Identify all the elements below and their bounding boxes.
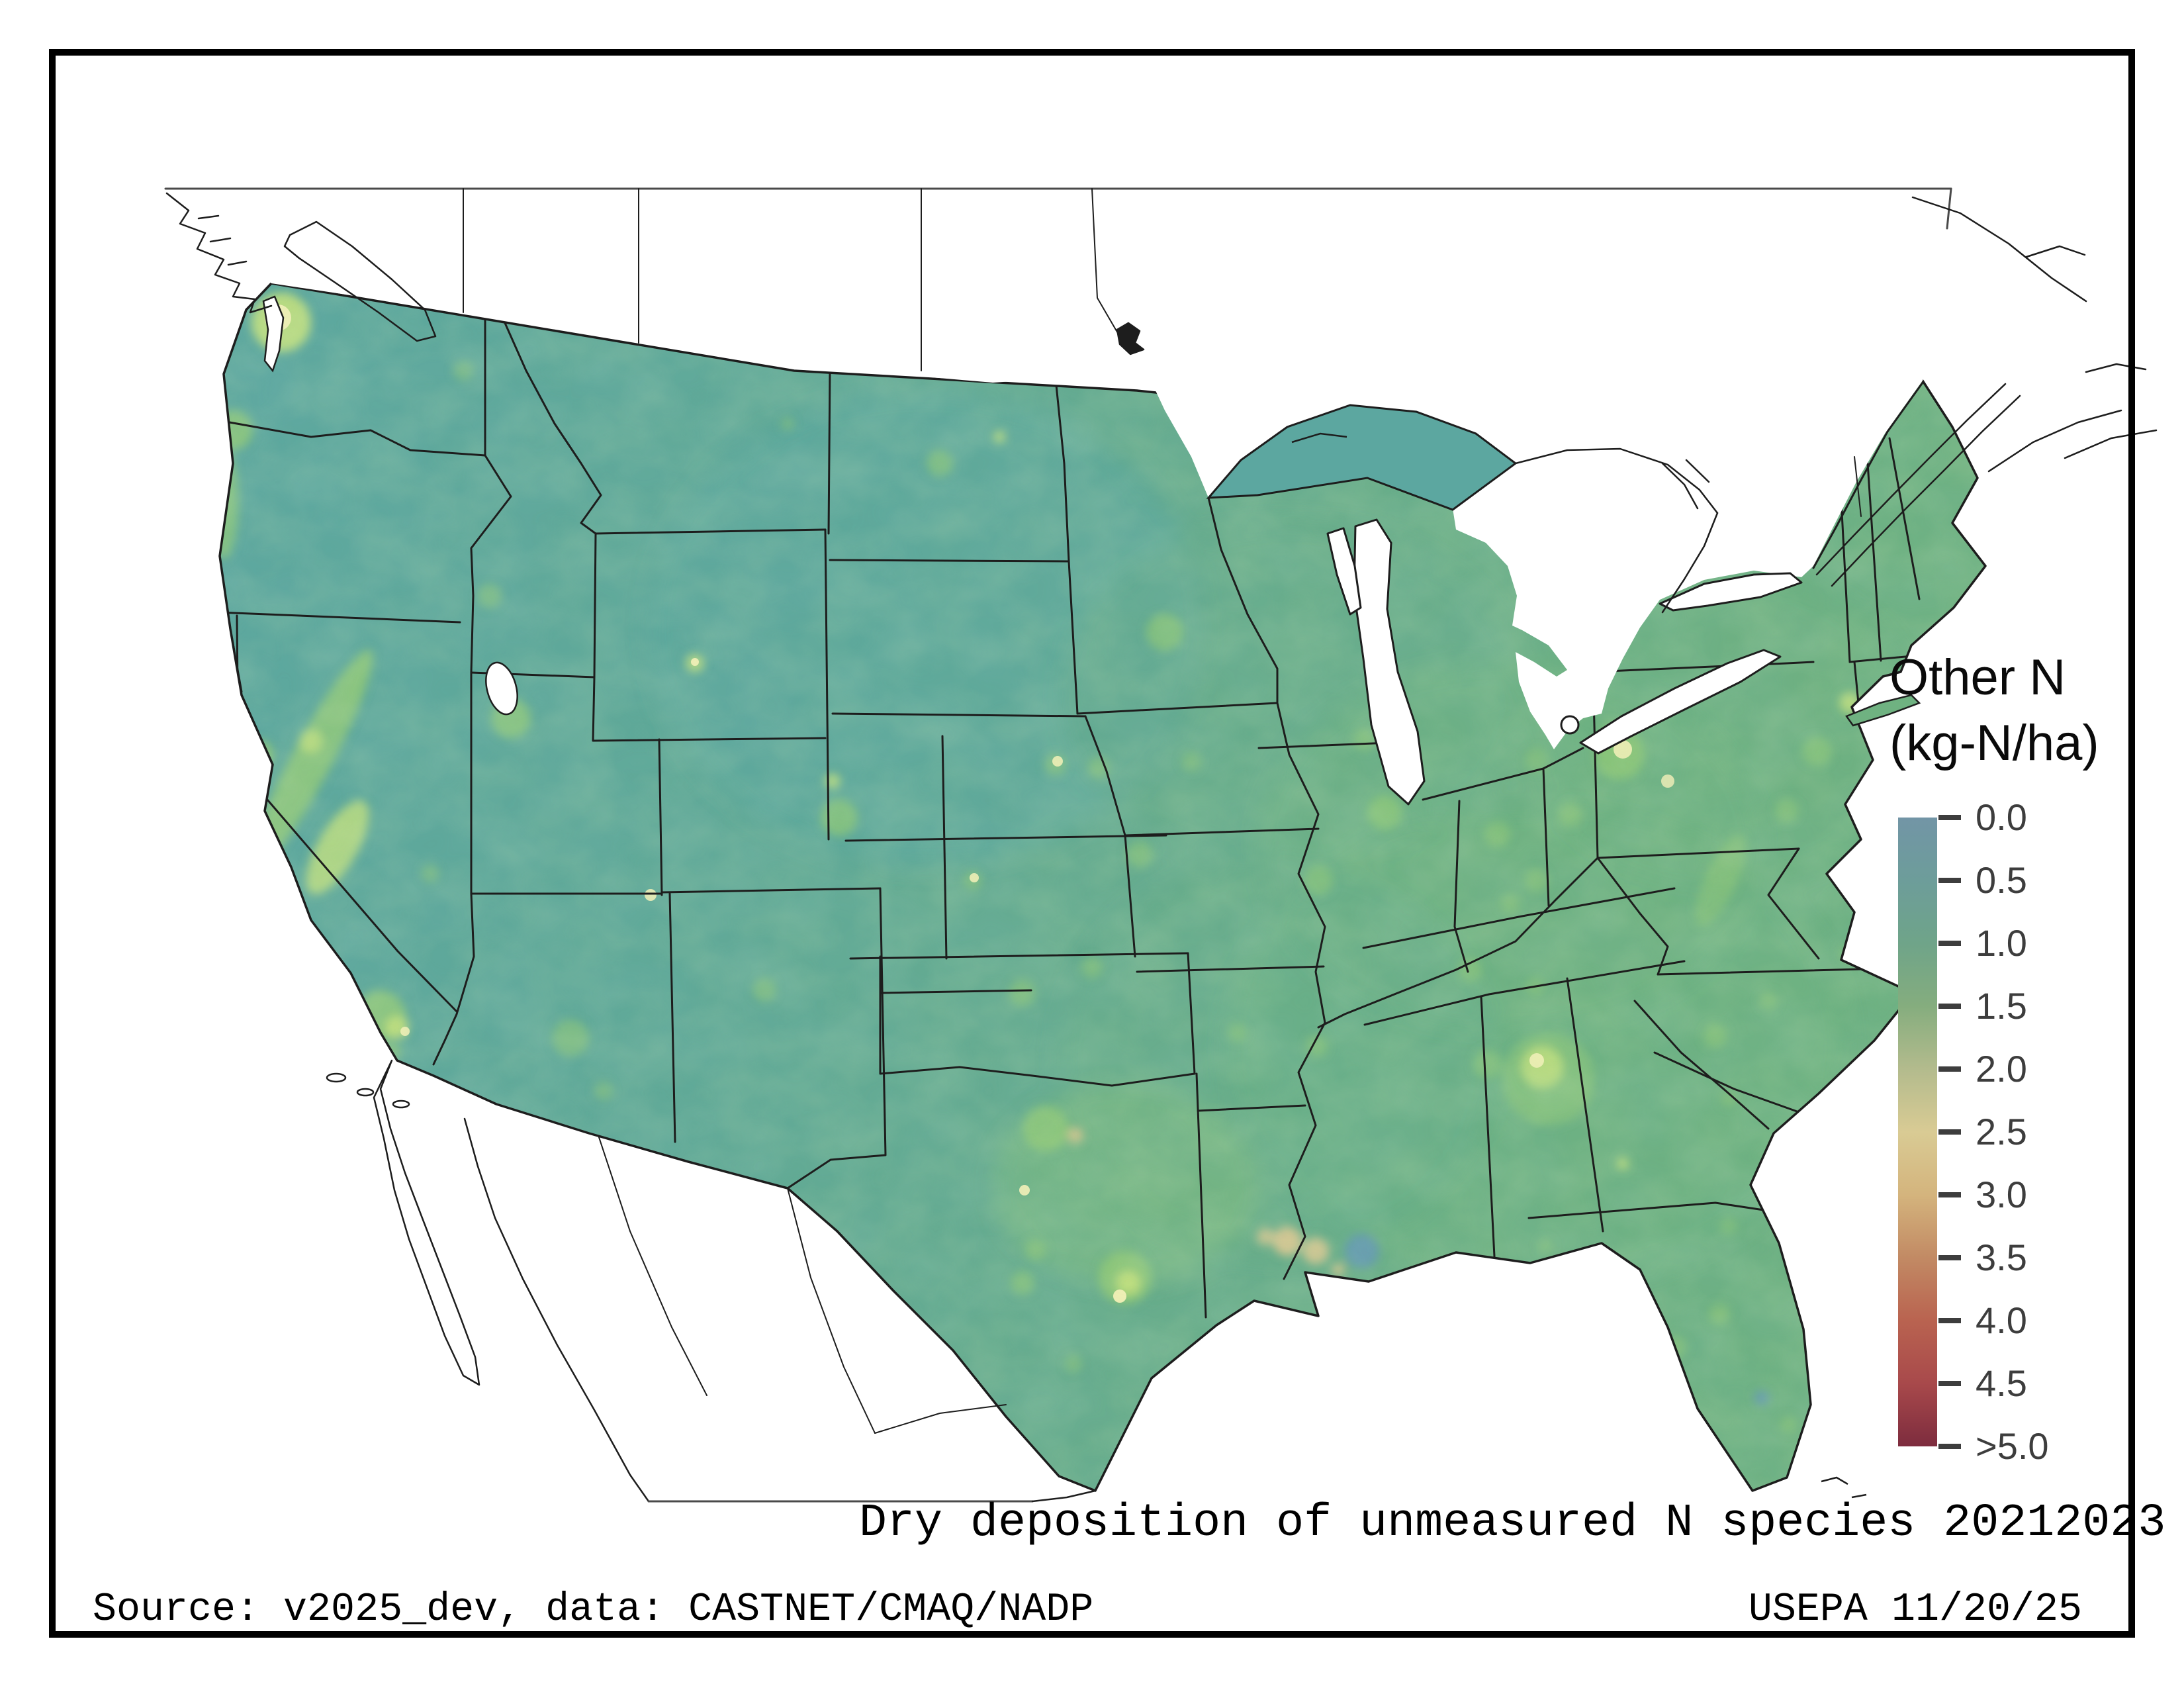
lake-superior <box>1206 404 1518 511</box>
tick-mark <box>1938 1381 1961 1386</box>
tick-mark <box>1938 1318 1961 1323</box>
isle-royale <box>1291 432 1347 444</box>
tick-mark <box>1938 1444 1961 1449</box>
canada-boundaries <box>164 187 2158 614</box>
agency-date-note: USEPA 11/20/25 <box>1748 1587 2082 1632</box>
tick-mark <box>1938 1192 1961 1197</box>
tick-mark <box>1938 815 1961 820</box>
tick-mark <box>1938 1004 1961 1009</box>
inland-water <box>262 295 518 716</box>
legend-title-line2: (kg-N/ha) <box>1889 714 2099 771</box>
green-bay <box>1326 527 1362 616</box>
long-island <box>1845 694 1921 727</box>
state-boundaries <box>220 310 1955 1319</box>
lake-st-clair <box>1560 715 1580 735</box>
tick-mark <box>1938 1066 1961 1072</box>
lake-ontario <box>1659 572 1803 612</box>
figure-title: Dry deposition of unmeasured N species 2… <box>859 1497 2166 1550</box>
great-lakes <box>1326 518 1803 806</box>
tick-mark <box>1938 941 1961 946</box>
canada-region <box>165 189 1951 749</box>
lake-erie <box>1579 649 1782 755</box>
mexico-region <box>326 1059 1097 1503</box>
colorbar <box>1898 818 1937 1446</box>
legend-title: Other N (kg-N/ha) <box>1889 645 2099 776</box>
bahamas-islands <box>1821 1476 1867 1499</box>
source-note: Source: v2025_dev, data: CASTNET/CMAQ/NA… <box>93 1587 1094 1632</box>
tick-mark <box>1938 878 1961 883</box>
tick-mark <box>1938 1255 1961 1260</box>
lake-michigan <box>1353 518 1426 806</box>
colorbar-ticks: 0.0 0.5 1.0 1.5 2.0 2.5 3.0 3.5 4.0 4.5 … <box>1938 799 2111 1465</box>
tick-mark <box>1938 1129 1961 1135</box>
legend-title-line1: Other N <box>1889 649 2066 706</box>
